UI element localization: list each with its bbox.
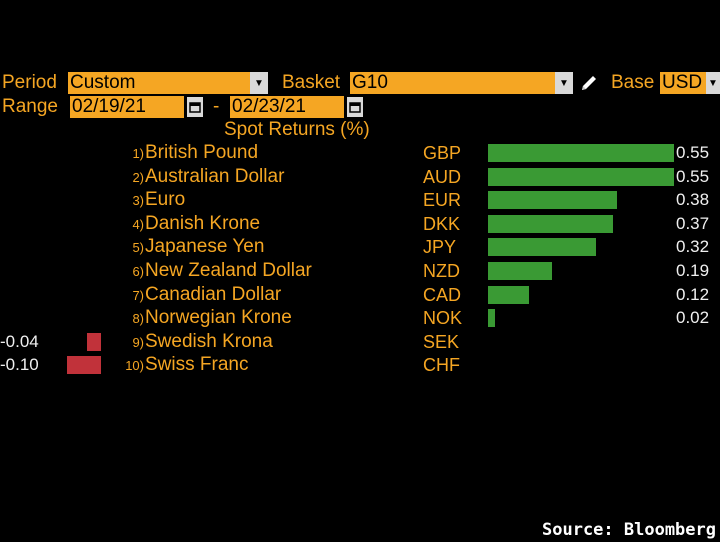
basket-dropdown-button[interactable]: ▼ [555,72,573,94]
list-item[interactable]: 3) Euro EUR 0.38 [0,189,720,212]
return-bar [488,167,674,186]
return-value: 0.12 [676,284,710,304]
rank-label: 4) [132,216,144,232]
currency-name: British Pound [145,142,259,163]
list-item[interactable]: 5) Japanese Yen JPY 0.32 [0,236,720,259]
return-bar [488,285,529,304]
base-dropdown-button[interactable]: ▼ [706,72,720,94]
currency-code: CAD [423,284,462,305]
currency-name: Norwegian Krone [145,307,292,329]
currency-name: Canadian Dollar [145,283,282,305]
currency-name: Swedish Krona [145,330,273,352]
base-select[interactable]: USD [660,72,706,94]
chevron-down-icon: ▼ [708,77,718,89]
currency-code: SEK [423,331,460,352]
currency-code: NZD [423,261,460,281]
list-item[interactable]: 9) Swedish Krona SEK -0.04 [0,331,720,354]
currency-code: AUD [423,166,462,187]
list-item[interactable]: 4) Danish Krone DKK 0.37 [0,213,720,236]
rank-label: 2) [132,169,144,185]
currency-code: EUR [423,190,462,211]
period-label: Period [2,72,57,93]
currency-code: CHF [423,355,460,376]
return-bar [488,214,614,233]
source-label: Source: Bloomberg [542,520,716,540]
return-bar [87,332,101,351]
return-value: -0.04 [0,331,39,351]
rank-label: 7) [132,287,144,303]
return-value: -0.10 [0,355,39,375]
range-start-input[interactable]: 02/19/21 [70,96,184,118]
chevron-down-icon: ▼ [254,77,264,89]
list-item[interactable]: 7) Canadian Dollar CAD 0.12 [0,284,720,307]
period-dropdown-button[interactable]: ▼ [250,72,268,94]
chart-title: Spot Returns (%) [224,119,370,140]
currency-name: Euro [145,189,186,211]
rank-label: 5) [132,240,144,256]
chevron-down-icon: ▼ [559,77,569,89]
return-value: 0.38 [676,190,710,210]
currency-code: JPY [423,237,457,258]
range-end-calendar-button[interactable] [347,97,363,117]
calendar-icon [189,102,201,113]
currency-name: Danish Krone [145,212,261,234]
rank-label: 3) [132,193,144,209]
range-separator: - [213,96,220,117]
return-bar [488,238,597,257]
currency-code: GBP [423,143,462,163]
edit-pencil-icon[interactable] [578,72,600,94]
return-value: 0.19 [676,261,710,280]
return-bar [488,309,495,328]
return-bar [488,262,553,280]
rank-label: 10) [125,358,144,374]
currency-code: DKK [423,213,461,234]
list-item[interactable]: 6) New Zealand Dollar NZD 0.19 [0,260,720,283]
return-bar [488,144,674,162]
basket-select[interactable]: G10 [350,72,555,94]
list-item[interactable]: 1) British Pound GBP 0.55 [0,142,720,165]
list-item[interactable]: 8) Norwegian Krone NOK 0.02 [0,307,720,330]
currency-name: Australian Dollar [145,165,285,187]
period-select[interactable]: Custom [68,72,250,94]
currency-name: New Zealand Dollar [145,260,312,281]
rank-label: 6) [132,264,144,279]
return-value: 0.02 [676,308,710,328]
return-value: 0.55 [676,166,710,186]
range-label: Range [2,96,58,117]
base-label: Base [611,72,655,93]
list-item[interactable]: 2) Australian Dollar AUD 0.55 [0,166,720,189]
return-value: 0.37 [676,213,710,233]
range-end-input[interactable]: 02/23/21 [230,96,344,118]
rank-label: 9) [132,334,144,350]
return-bar [488,191,617,210]
rank-label: 1) [132,146,144,161]
currency-name: Swiss Franc [145,354,249,376]
currency-name: Japanese Yen [145,236,265,258]
rank-label: 8) [132,311,144,327]
range-start-calendar-button[interactable] [187,97,203,117]
basket-label: Basket [282,72,341,93]
list-item[interactable]: 10) Swiss Franc CHF -0.10 [0,354,720,377]
return-value: 0.55 [676,143,710,162]
calendar-icon [349,102,361,113]
currency-code: NOK [423,308,463,329]
return-bar [67,356,101,375]
return-value: 0.32 [676,237,710,257]
